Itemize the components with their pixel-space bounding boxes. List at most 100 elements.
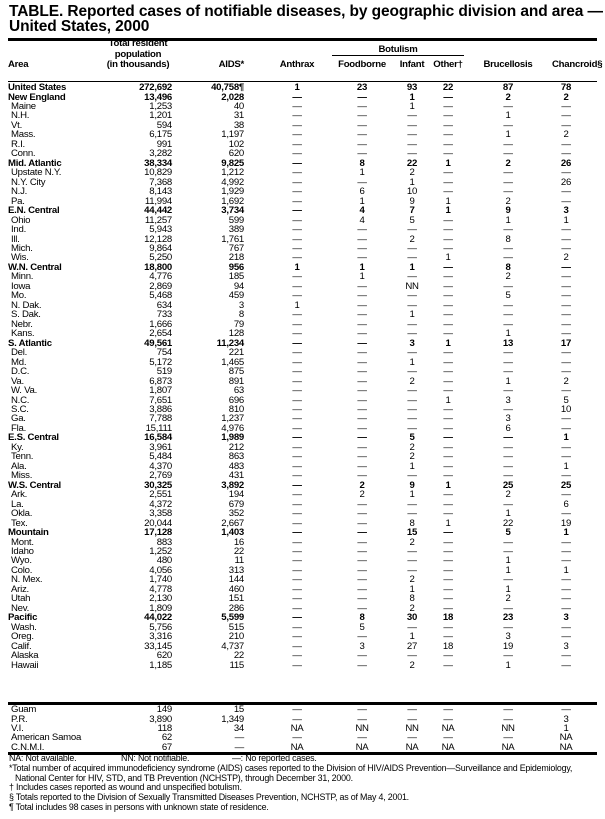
cell-population: 5,172 xyxy=(149,356,172,368)
cell-aids: 875 xyxy=(228,366,245,378)
cell-foodborne: — xyxy=(357,432,367,444)
cell-area: Idaho xyxy=(11,546,34,557)
cell-brucellosis: — xyxy=(503,347,513,359)
cell-brucellosis: — xyxy=(503,243,513,254)
cell-brucellosis: — xyxy=(503,546,513,557)
cell-anthrax: — xyxy=(292,252,302,264)
cell-anthrax: — xyxy=(292,432,302,444)
table-row: Minn. 4,776 185 — 1 — — 2 — xyxy=(8,271,597,283)
cell-foodborne: NA xyxy=(355,741,369,753)
cell-brucellosis: 22 xyxy=(502,517,514,529)
table-row: S. Atlantic 49,561 11,234 — — 3 1 13 17 xyxy=(8,337,597,349)
cell-area: Wis. xyxy=(11,252,29,264)
table-row: W.S. Central 30,325 3,892 — 2 9 1 25 25 xyxy=(8,479,597,491)
cell-foodborne: — xyxy=(357,498,367,510)
cell-other: — xyxy=(443,422,453,434)
cell-brucellosis: — xyxy=(503,403,513,415)
cell-brucellosis: — xyxy=(503,432,513,444)
header-brucellosis: Brucellosis xyxy=(483,59,533,70)
cell-foodborne: — xyxy=(357,460,367,472)
cell-area: Hawaii xyxy=(11,659,39,671)
table-row: C.N.M.I. 67 — NA NA NA NA NA NA xyxy=(8,743,597,754)
cell-infant: — xyxy=(407,546,417,557)
cell-anthrax: — xyxy=(292,356,302,368)
cell-area: S. Dak. xyxy=(11,309,41,321)
cell-anthrax: — xyxy=(292,176,302,188)
cell-other: — xyxy=(443,375,453,387)
cell-chancroid: — xyxy=(561,271,571,283)
cell-infant: — xyxy=(407,508,417,520)
cell-population: 4,056 xyxy=(149,564,172,576)
table-row: Nebr. 1,666 79 — — — — — — xyxy=(8,318,597,330)
cell-chancroid: 1 xyxy=(563,564,569,576)
table-row: Conn. 3,282 620 — — — — — — xyxy=(8,148,597,160)
cell-population: 3,282 xyxy=(149,148,172,160)
cell-other: — xyxy=(443,650,453,662)
cell-population: 2,130 xyxy=(149,593,172,605)
cell-brucellosis: 3 xyxy=(505,394,511,406)
cell-area: Ala. xyxy=(11,460,27,472)
cell-chancroid: — xyxy=(561,583,571,595)
cell-other: — xyxy=(443,186,453,198)
cell-chancroid: 1 xyxy=(563,460,569,472)
cell-anthrax: — xyxy=(292,460,302,472)
cell-area: W.S. Central xyxy=(8,479,61,491)
cell-other: — xyxy=(443,129,453,141)
cell-brucellosis: 2 xyxy=(505,157,511,169)
cell-brucellosis: — xyxy=(503,366,513,378)
table-row: N.C. 7,651 696 — — — 1 3 5 xyxy=(8,394,597,406)
cell-anthrax: NA xyxy=(290,741,304,753)
cell-foodborne: — xyxy=(357,328,367,340)
cell-chancroid: 2 xyxy=(563,375,569,387)
cell-foodborne: — xyxy=(357,593,367,605)
cell-population: 8,143 xyxy=(149,186,172,198)
cell-other: — xyxy=(443,138,453,150)
cell-population: 4,372 xyxy=(149,498,172,510)
cell-chancroid: 3 xyxy=(563,640,569,652)
cell-foodborne: — xyxy=(357,318,367,330)
table-row: Pa. 11,994 1,692 — 1 9 1 2 — xyxy=(8,195,597,207)
cell-population: 33,145 xyxy=(144,640,172,652)
cell-infant: — xyxy=(407,498,417,510)
cell-population: 5,484 xyxy=(149,451,172,463)
cell-infant: — xyxy=(407,555,417,567)
cell-brucellosis: 2 xyxy=(505,593,511,605)
cell-area: N.Y. City xyxy=(11,176,46,188)
cell-infant: 2 xyxy=(409,233,415,245)
cell-foodborne: — xyxy=(357,704,367,716)
cell-area: Nebr. xyxy=(11,318,33,330)
cell-aids: 210 xyxy=(228,631,245,643)
cell-chancroid: — xyxy=(561,186,571,198)
cell-anthrax: 1 xyxy=(294,82,300,94)
cell-other: — xyxy=(443,110,453,122)
cell-anthrax: — xyxy=(292,394,302,406)
cell-infant: — xyxy=(407,119,417,131)
cell-population: 6,873 xyxy=(149,375,172,387)
cell-population: 7,651 xyxy=(149,394,172,406)
cell-anthrax: — xyxy=(292,413,302,425)
cell-brucellosis: — xyxy=(503,224,513,236)
cell-other: 1 xyxy=(445,479,451,491)
cell-foodborne: — xyxy=(357,280,367,292)
cell-foodborne: 1 xyxy=(359,167,365,179)
table-row: N.H. 1,201 31 — — — — 1 — xyxy=(8,110,597,122)
cell-anthrax: — xyxy=(292,195,302,207)
cell-population: 272,692 xyxy=(139,82,172,94)
cell-chancroid: 2 xyxy=(563,252,569,264)
cell-infant: — xyxy=(407,148,417,160)
cell-infant: 1 xyxy=(409,176,415,188)
cell-aids: 40 xyxy=(233,100,244,112)
cell-infant: 2 xyxy=(409,602,415,614)
cell-anthrax: — xyxy=(292,422,302,434)
cell-population: 2,551 xyxy=(149,489,172,501)
cell-infant: 2 xyxy=(409,536,415,548)
cell-foodborne: — xyxy=(357,508,367,520)
cell-infant: — xyxy=(407,650,417,662)
cell-aids: 459 xyxy=(228,290,245,302)
cell-aids: 212 xyxy=(228,441,245,453)
cell-population: 38,334 xyxy=(144,157,172,169)
cell-brucellosis: 13 xyxy=(502,337,514,349)
cell-area: S. Atlantic xyxy=(8,337,52,349)
cell-population: 1,740 xyxy=(149,574,172,586)
cell-infant: 9 xyxy=(409,195,415,207)
